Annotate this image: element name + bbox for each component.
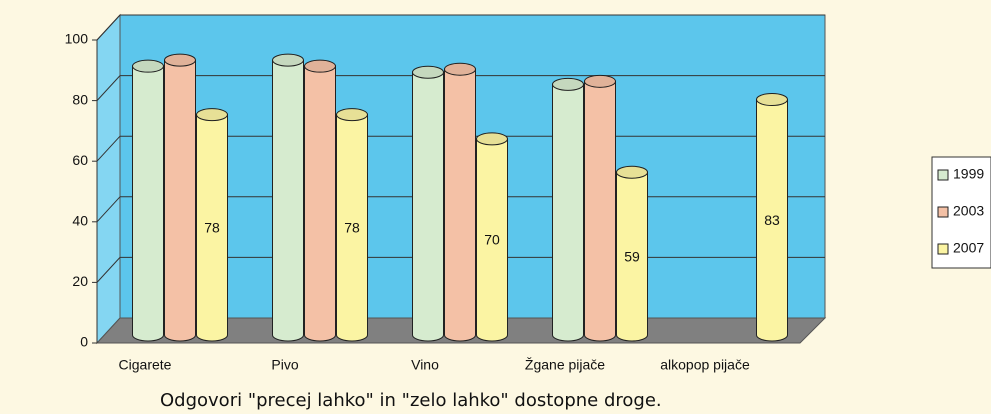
data-label: 78: [344, 220, 360, 236]
grid-line: [96, 14, 121, 41]
data-label: 78: [204, 220, 220, 236]
y-tick-label: 20: [72, 273, 88, 289]
bar-top: [444, 62, 476, 76]
y-tick-label: 100: [65, 31, 89, 47]
grid-line: [96, 196, 121, 223]
bar-top: [164, 53, 196, 67]
bar: [336, 114, 368, 342]
y-tick-label: 0: [80, 334, 88, 350]
legend-label: 1999: [953, 166, 984, 182]
y-tick-label: 80: [72, 91, 88, 107]
y-tick-label: 40: [72, 213, 88, 229]
bar-top: [756, 93, 788, 107]
bar-top: [196, 108, 228, 122]
grid-line: [96, 257, 121, 283]
grid-line: [96, 135, 121, 162]
legend-label: 2007: [953, 240, 984, 256]
legend-swatch: [937, 169, 949, 181]
x-tick-label: Cigarete: [119, 357, 172, 373]
y-tick-label: 60: [72, 152, 88, 168]
bar: [412, 71, 444, 342]
data-label: 59: [624, 248, 640, 264]
bar: [444, 68, 476, 342]
data-label: 83: [764, 212, 780, 228]
bar: [756, 99, 788, 342]
bar-top: [552, 77, 584, 91]
data-label: 70: [484, 232, 500, 248]
bar-top: [336, 108, 368, 122]
bar: [584, 80, 616, 342]
bar-top: [304, 59, 336, 73]
x-tick-label: Vino: [411, 357, 439, 373]
side-wall: [96, 13, 121, 345]
bar-top: [476, 132, 508, 146]
bar-top: [412, 65, 444, 79]
bar: [552, 83, 584, 342]
x-tick-label: Žgane pijače: [525, 357, 605, 373]
bar: [476, 138, 508, 342]
bar-top: [616, 165, 648, 179]
bar: [304, 65, 336, 342]
bar-top: [272, 53, 304, 67]
grid-line: [96, 75, 121, 101]
bar: [132, 65, 164, 342]
legend-label: 2003: [953, 203, 984, 219]
legend-swatch: [937, 243, 949, 255]
bar: [616, 171, 648, 342]
caption: Odgovori "precej lahko" in "zelo lahko" …: [160, 390, 662, 411]
bar: [196, 114, 228, 342]
x-tick-label: alkopop pijače: [660, 357, 750, 373]
bar-top: [584, 74, 616, 88]
legend-swatch: [937, 206, 949, 218]
x-tick-label: Pivo: [271, 357, 298, 373]
bar: [272, 59, 304, 342]
bar: [164, 59, 196, 342]
bar-top: [132, 59, 164, 73]
